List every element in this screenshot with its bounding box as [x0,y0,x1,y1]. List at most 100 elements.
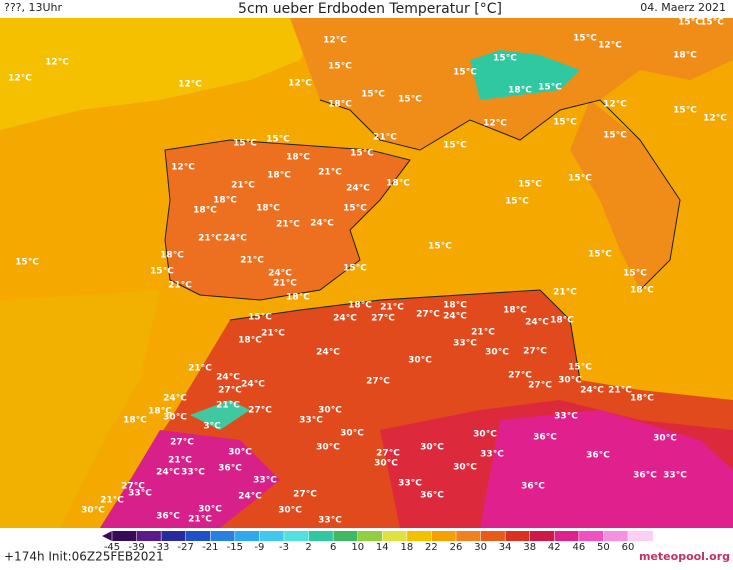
colorbar-swatch [308,531,334,541]
colorbar-label: 22 [425,542,438,553]
temperature-label: 24°C [580,386,604,396]
temperature-label: 21°C [608,386,632,396]
temperature-label: 18°C [503,306,527,316]
temperature-label: 18°C [160,251,184,261]
temperature-label: 21°C [553,288,577,298]
colorbar-swatch [234,531,260,541]
colorbar-label: 60 [622,542,635,553]
temperature-label: 18°C [256,204,280,214]
colorbar-label: -27 [178,542,194,553]
colorbar-label: -9 [254,542,264,553]
temperature-label: 3°C [203,422,221,432]
colorbar-label: 10 [351,542,364,553]
temperature-label: 15°C [15,258,39,268]
temperature-label: 36°C [156,512,180,522]
temperature-label: 18°C [630,286,654,296]
temperature-label: 15°C [493,54,517,64]
temperature-label: 27°C [508,371,532,381]
colorbar-swatch [136,531,162,541]
temperature-label: 18°C [148,407,172,417]
temperature-label: 15°C [453,68,477,78]
colorbar-label: 34 [499,542,512,553]
temperature-label: 18°C [550,316,574,326]
temperature-label: 36°C [218,464,242,474]
colorbar-label: 14 [376,542,389,553]
temperature-label: 15°C [673,106,697,116]
temperature-label: 24°C [156,468,180,478]
colorbar-swatch [578,531,604,541]
temperature-label: 30°C [558,376,582,386]
temperature-label: 30°C [316,443,340,453]
brand[interactable]: meteopool.org [639,550,730,563]
colorbar-label: -33 [153,542,169,553]
temperature-label: 27°C [416,310,440,320]
temperature-label: 27°C [371,314,395,324]
temperature-label: 33°C [299,416,323,426]
colorbar-swatch [161,531,187,541]
temperature-label: 24°C [163,394,187,404]
temperature-label: 30°C [198,505,222,515]
forecast-date: 04. Maerz 2021 [640,1,726,14]
colorbar-label: 18 [400,542,413,553]
map-area [0,18,733,528]
temperature-label: 21°C [231,181,255,191]
temperature-label: 33°C [663,471,687,481]
temperature-label: 21°C [261,329,285,339]
temperature-label: 15°C [233,139,257,149]
temperature-label: 24°C [223,234,247,244]
temperature-label: 33°C [554,412,578,422]
temperature-label: 15°C [568,363,592,373]
temperature-label: 18°C [123,416,147,426]
temperature-label: 36°C [633,471,657,481]
temperature-label: 27°C [293,490,317,500]
temperature-label: 12°C [288,79,312,89]
temperature-label: 15°C [443,141,467,151]
temperature-label: 18°C [348,301,372,311]
map-title: 5cm ueber Erdboden Temperatur [°C] [238,1,502,17]
temperature-label: 18°C [673,51,697,61]
temperature-label: 30°C [340,429,364,439]
run-info: +174h Init:06Z25FEB2021 [4,550,164,564]
temperature-label: 27°C [121,482,145,492]
temperature-label: 30°C [163,413,187,423]
temperature-label: 27°C [248,406,272,416]
temperature-label: 18°C [238,336,262,346]
temperature-label: 15°C [398,95,422,105]
run-time: ???, 13Uhr [4,1,63,14]
temperature-label: 18°C [328,100,352,110]
colorbar-swatch [431,531,457,541]
temperature-label: 15°C [343,264,367,274]
temperature-label: 15°C [150,267,174,277]
temperature-label: 24°C [238,492,262,502]
temperature-label: 33°C [398,479,422,489]
temperature-label: 27°C [376,449,400,459]
colorbar-arrow [102,531,112,541]
temperature-label: 15°C [553,118,577,128]
temperature-label: 21°C [471,328,495,338]
temperature-label: 21°C [168,456,192,466]
colorbar-label: 38 [523,542,536,553]
temperature-label: 33°C [128,489,152,499]
temperature-label: 18°C [213,196,237,206]
temperature-label: 12°C [45,58,69,68]
temperature-label: 15°C [573,34,597,44]
temperature-label: 18°C [286,153,310,163]
temperature-label: 12°C [178,80,202,90]
colorbar-swatch [259,531,285,541]
colorbar-label: -45 [104,542,120,553]
temperature-label: 15°C [518,180,542,190]
temperature-label: 15°C [700,18,724,28]
temperature-label: 15°C [568,174,592,184]
temperature-label: 30°C [473,430,497,440]
temperature-label: 12°C [323,36,347,46]
temperature-label: 24°C [310,219,334,229]
colorbar-swatch [112,531,138,541]
temperature-label: 15°C [505,197,529,207]
temperature-label: 27°C [170,438,194,448]
temperature-label: 15°C [350,149,374,159]
temperature-label: 15°C [588,250,612,260]
temperature-label: 15°C [538,83,562,93]
colorbar-swatch [406,531,432,541]
